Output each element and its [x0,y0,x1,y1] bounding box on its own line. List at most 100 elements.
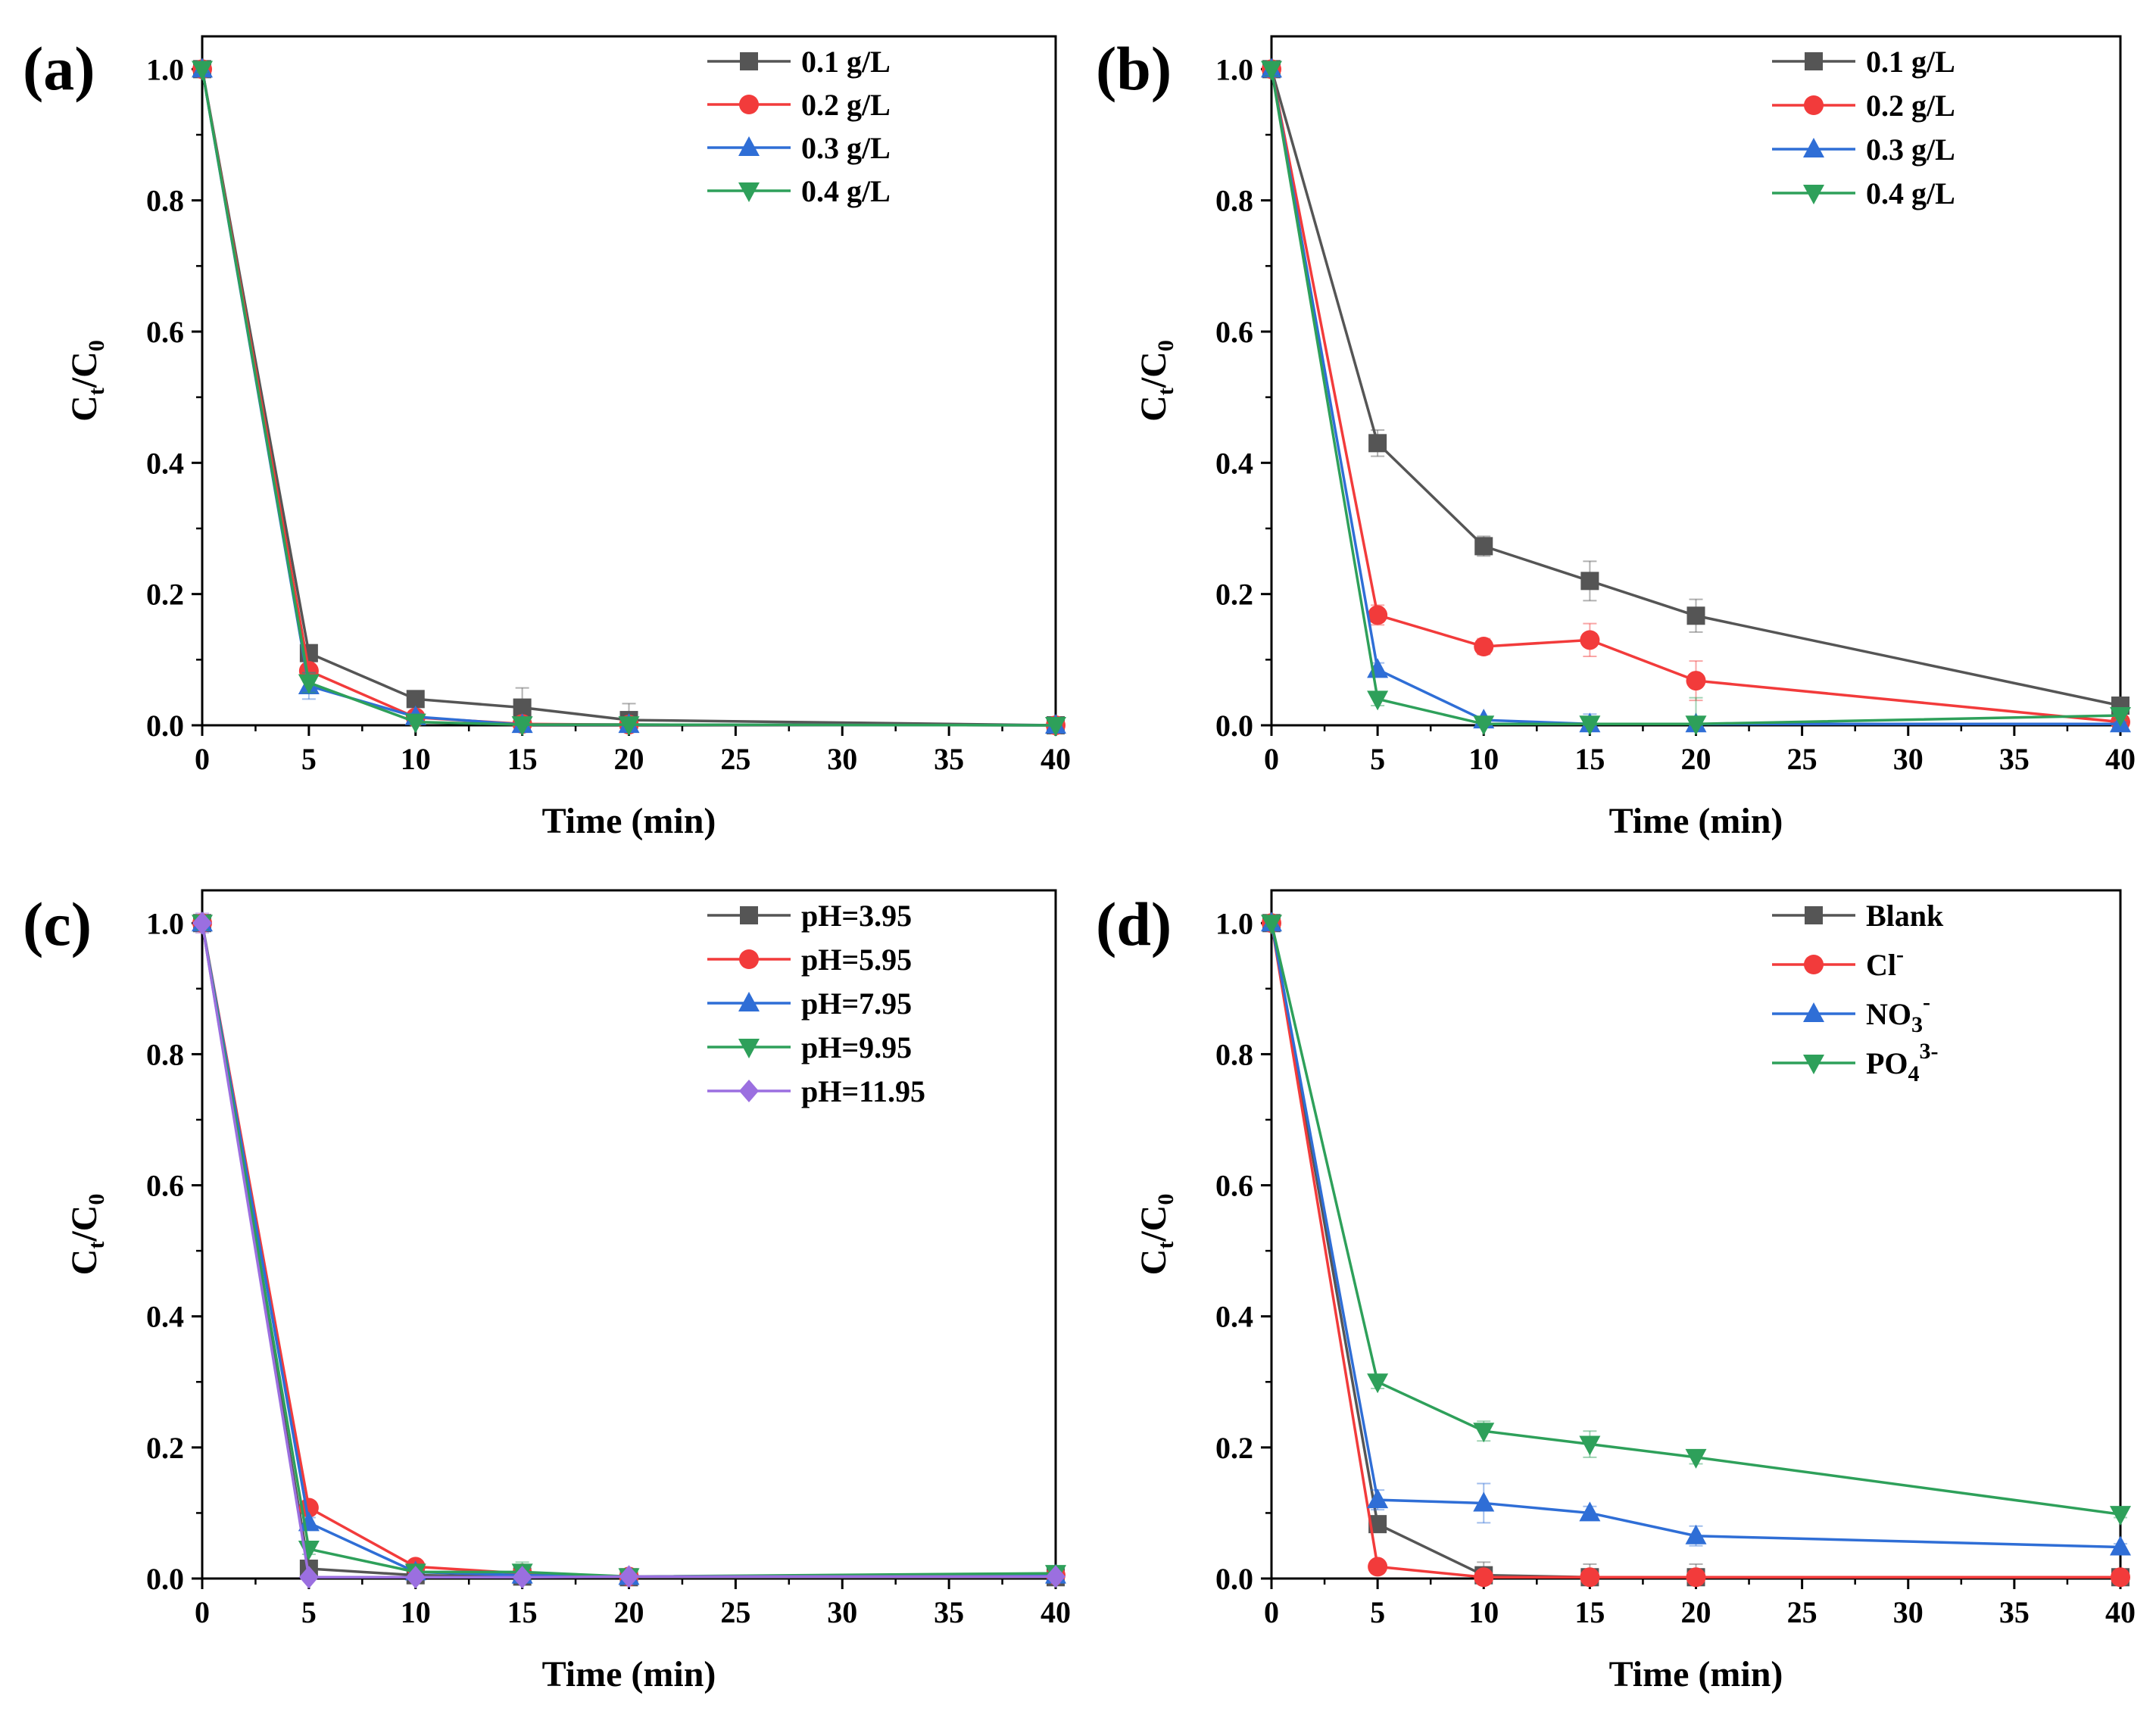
legend-item: 0.1 g/L [1772,45,1955,79]
data-point [619,1565,639,1588]
data-point [511,716,533,737]
legend-item: 0.1 g/L [707,45,891,79]
series-line [201,923,1056,1579]
x-tick-label: 30 [1893,1595,1924,1629]
legend-item: pH=3.95 [707,899,912,933]
y-tick-label: 1.0 [146,52,184,86]
legend: pH=3.95 pH=5.95 pH=7.95 pH=9.95 pH=11.95 [707,899,925,1108]
x-tick-label: 35 [1999,1595,2030,1629]
data-point [1685,1448,1707,1469]
y-tick-label: 1.0 [1215,906,1253,940]
legend-label: Cl- [1866,942,1904,982]
series-line [1270,922,2121,1549]
series-line [1270,68,2121,724]
x-tick-label: 10 [401,742,431,776]
data-point [1474,637,1494,656]
x-tick-label: 40 [1041,1595,1071,1629]
legend-label: 0.2 g/L [1866,89,1955,123]
data-point [192,61,213,81]
panel-b: (b) 0 5 10 15 20 25 30 35 40 0.0 0.2 0.4 0.6 0.8 1.0 Tim… [1096,34,2136,841]
legend-item: pH=9.95 [707,1030,912,1064]
data-point [1580,630,1600,650]
x-tick-label: 35 [934,1595,964,1629]
data-point [1045,717,1066,737]
x-tick-label: 15 [507,742,538,776]
y-tick-label: 0.6 [1215,315,1253,349]
x-tick-label: 15 [1574,1595,1605,1629]
y-tick-label: 0.0 [1215,709,1253,743]
legend-label: 0.3 g/L [1866,132,1955,167]
y-tick-label: 0.2 [146,578,184,612]
data-point [2110,1535,2131,1556]
x-tick-label: 25 [1787,742,1817,776]
legend-label: pH=7.95 [801,986,912,1021]
legend-item: NO3- [1772,990,1930,1037]
x-tick-label: 35 [1999,742,2030,776]
data-point [1580,1567,1600,1588]
legend-item: 0.3 g/L [707,131,891,165]
y-tick-label: 1.0 [1215,52,1253,86]
legend-item: 0.2 g/L [707,88,891,122]
y-axis-title: Ct/C0 [64,340,109,422]
y-tick-label: 0.2 [1215,578,1253,612]
legend-marker [739,95,759,114]
data-point [1367,1373,1389,1394]
legend: 0.1 g/L 0.2 g/L 0.3 g/L 0.4 g/L [1772,45,1955,210]
panel-label: (c) [23,890,92,958]
legend-marker [738,136,760,156]
x-tick-label: 5 [1370,1595,1385,1629]
x-tick-label: 5 [301,742,317,776]
y-tick-label: 0.6 [146,1169,184,1203]
legend-item: pH=7.95 [707,986,912,1021]
y-axis-title: Ct/C0 [1134,1194,1178,1276]
x-tick-label: 10 [401,1595,431,1629]
x-tick-label: 5 [301,1595,317,1629]
x-tick-label: 10 [1468,742,1499,776]
legend-marker [738,1039,760,1058]
legend-item: 0.2 g/L [1772,89,1955,123]
y-tick-label: 0.4 [1215,446,1253,480]
x-tick-label: 20 [1681,742,1711,776]
legend-marker [738,182,760,202]
legend-label: NO3- [1866,990,1930,1037]
legend-marker [739,1080,759,1102]
y-tick-label: 0.0 [1215,1562,1253,1596]
x-tick-label: 20 [614,742,644,776]
y-tick-label: 0.8 [1215,1037,1253,1071]
data-point [1579,715,1601,736]
y-tick-label: 0.4 [1215,1300,1253,1334]
data-point [1474,537,1493,556]
legend-item: pH=5.95 [707,943,912,977]
legend-marker [1803,1055,1824,1074]
x-tick-label: 30 [827,742,857,776]
legend-item: Cl- [1772,942,1904,982]
x-tick-label: 0 [195,742,210,776]
y-tick-label: 1.0 [146,906,184,940]
x-tick-label: 10 [1468,1595,1499,1629]
y-tick-label: 0.2 [146,1431,184,1465]
panel-a: (a) 0 5 10 15 20 25 30 35 40 0.0 0.2 0.4 0.6 0.8 1.0 Tim… [23,34,1071,841]
data-point [2110,707,2131,727]
data-point [1580,572,1599,591]
legend-marker [1805,906,1823,924]
y-tick-label: 0.2 [1215,1431,1253,1465]
series-4 [192,912,1066,1589]
data-point [618,716,640,737]
x-tick-label: 30 [1893,742,1924,776]
data-point [1473,715,1495,736]
x-tick-label: 40 [1041,742,1071,776]
data-point [1686,671,1706,691]
series-line [1270,922,2121,1516]
series-3 [1261,915,2131,1526]
data-point [298,1566,319,1589]
y-axis-title: Ct/C0 [1134,340,1178,422]
y-tick-label: 0.4 [146,446,184,480]
data-point [1685,1524,1707,1544]
x-tick-label: 20 [1681,1595,1711,1629]
x-axis-title: Time (min) [542,801,716,841]
legend-marker [1804,95,1824,115]
legend-item: 0.4 g/L [1772,176,1955,210]
data-point [298,1511,320,1532]
legend: 0.1 g/L 0.2 g/L 0.3 g/L 0.4 g/L [707,45,891,208]
